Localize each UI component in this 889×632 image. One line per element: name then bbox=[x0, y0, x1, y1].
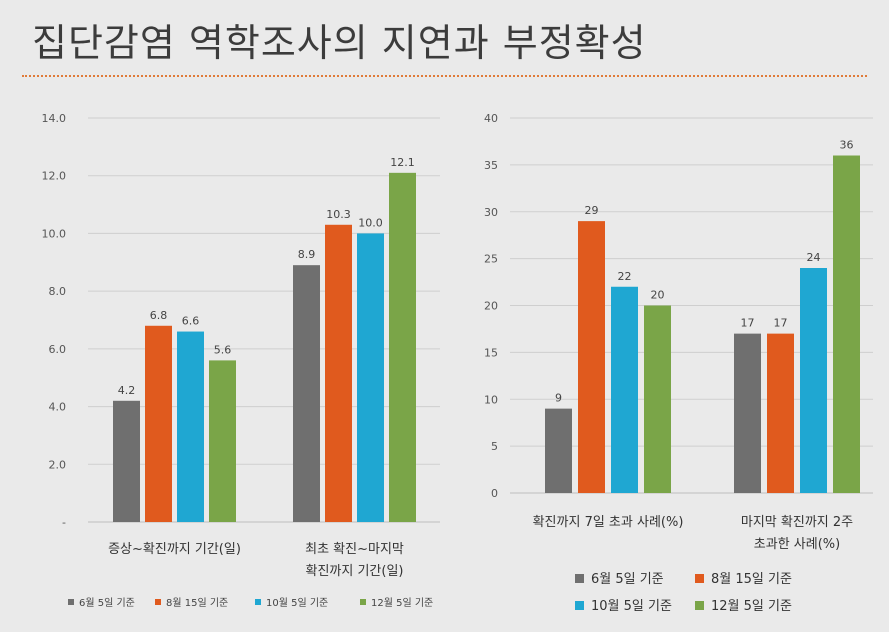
left-y-tick-label: - bbox=[62, 516, 66, 529]
left-legend-swatch bbox=[68, 599, 74, 605]
right-data-label: 9 bbox=[555, 392, 562, 405]
right-y-tick-label: 5 bbox=[491, 440, 498, 453]
left-legend-label: 8월 15일 기준 bbox=[166, 597, 228, 609]
right-data-label: 22 bbox=[618, 270, 632, 283]
left-bar bbox=[113, 400, 140, 522]
right-legend-label: 12월 5일 기준 bbox=[711, 599, 792, 614]
right-legend-swatch bbox=[695, 601, 704, 610]
left-y-tick-label: 12.0 bbox=[42, 170, 67, 183]
right-y-tick-label: 40 bbox=[484, 112, 498, 125]
right-y-tick-label: 10 bbox=[484, 393, 498, 406]
right-bar bbox=[800, 268, 827, 493]
left-bar bbox=[389, 172, 416, 523]
right-legend-label: 10월 5일 기준 bbox=[591, 599, 672, 614]
left-data-label: 8.9 bbox=[298, 248, 316, 261]
right-bar bbox=[545, 408, 572, 493]
left-category-label: 확진까지 기간(일) bbox=[306, 564, 404, 579]
left-bar bbox=[293, 265, 320, 522]
right-data-label: 36 bbox=[840, 139, 854, 152]
left-data-label: 10.3 bbox=[326, 208, 351, 221]
right-bar bbox=[734, 333, 761, 493]
left-bar bbox=[209, 360, 236, 522]
left-bar bbox=[325, 224, 352, 522]
left-bar bbox=[177, 331, 204, 522]
right-y-tick-label: 0 bbox=[491, 487, 498, 500]
left-legend-swatch bbox=[155, 599, 161, 605]
left-data-label: 4.2 bbox=[118, 384, 136, 397]
left-legend-label: 10월 5일 기준 bbox=[266, 597, 328, 609]
right-y-tick-label: 20 bbox=[484, 300, 498, 313]
right-y-tick-label: 35 bbox=[484, 159, 498, 172]
left-data-label: 10.0 bbox=[358, 216, 383, 229]
right-y-tick-label: 15 bbox=[484, 346, 498, 359]
left-y-tick-label: 6.0 bbox=[49, 343, 67, 356]
right-bar bbox=[578, 221, 605, 493]
right-data-label: 24 bbox=[807, 251, 821, 264]
right-bar bbox=[644, 305, 671, 493]
left-data-label: 5.6 bbox=[214, 343, 232, 356]
right-category-label: 확진까지 7일 초과 사례(%) bbox=[533, 515, 684, 530]
right-data-label: 20 bbox=[651, 289, 665, 302]
right-bar bbox=[833, 155, 860, 493]
right-data-label: 29 bbox=[585, 204, 599, 217]
right-legend-swatch bbox=[695, 574, 704, 583]
left-data-label: 6.6 bbox=[182, 315, 200, 328]
left-y-tick-label: 8.0 bbox=[49, 285, 67, 298]
left-legend-label: 12월 5일 기준 bbox=[371, 597, 433, 609]
left-category-label: 최초 확진~마지막 bbox=[305, 542, 404, 557]
right-bar bbox=[611, 286, 638, 493]
right-legend-swatch bbox=[575, 574, 584, 583]
right-legend-label: 8월 15일 기준 bbox=[711, 572, 792, 587]
left-legend-label: 6월 5일 기준 bbox=[79, 597, 135, 609]
left-legend-swatch bbox=[255, 599, 261, 605]
right-legend-swatch bbox=[575, 601, 584, 610]
left-y-tick-label: 10.0 bbox=[42, 227, 67, 240]
left-category-label: 증상~확진까지 기간(일) bbox=[108, 542, 241, 557]
right-y-tick-label: 25 bbox=[484, 253, 498, 266]
left-y-tick-label: 2.0 bbox=[49, 458, 67, 471]
left-data-label: 12.1 bbox=[390, 156, 415, 169]
left-bar bbox=[357, 233, 384, 522]
right-data-label: 17 bbox=[774, 317, 788, 330]
right-category-label: 마지막 확진까지 2주 bbox=[741, 515, 853, 530]
right-y-tick-label: 30 bbox=[484, 206, 498, 219]
right-data-label: 17 bbox=[741, 317, 755, 330]
left-y-tick-label: 14.0 bbox=[42, 112, 67, 125]
right-legend-label: 6월 5일 기준 bbox=[591, 572, 664, 587]
left-bar bbox=[145, 325, 172, 522]
page-title: 집단감염 역학조사의 지연과 부정확성 bbox=[32, 21, 647, 65]
right-bar bbox=[767, 333, 794, 493]
left-data-label: 6.8 bbox=[150, 309, 168, 322]
left-legend-swatch bbox=[360, 599, 366, 605]
title-divider bbox=[22, 75, 867, 77]
left-y-tick-label: 4.0 bbox=[49, 401, 67, 414]
right-category-label: 초과한 사례(%) bbox=[754, 537, 840, 552]
